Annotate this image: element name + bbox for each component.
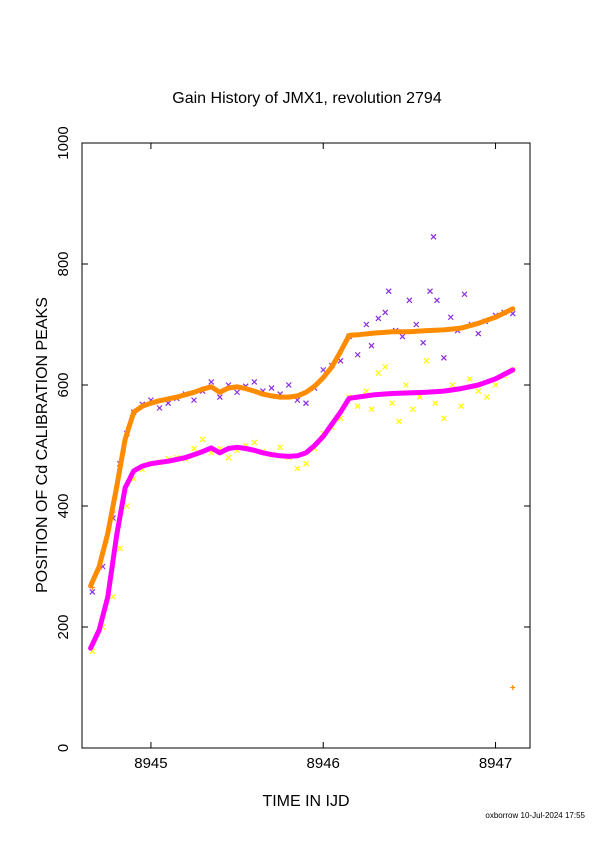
data-point bbox=[423, 357, 430, 364]
data-point bbox=[285, 382, 292, 388]
data-point bbox=[440, 415, 447, 422]
data-point bbox=[208, 379, 215, 385]
data-point bbox=[294, 465, 301, 472]
data-point bbox=[447, 314, 454, 321]
data-point bbox=[191, 397, 197, 404]
data-point bbox=[234, 389, 241, 396]
y-tick-label: 0 bbox=[55, 744, 72, 752]
data-point bbox=[251, 379, 258, 385]
data-point bbox=[268, 385, 275, 391]
footer-stamp: oxborrow 10-Jul-2024 17:55 bbox=[485, 811, 585, 820]
fit-curve bbox=[88, 306, 516, 589]
y-axis-label: POSITION OF Cd CALIBRATION PEAKS bbox=[34, 297, 51, 593]
data-point bbox=[110, 593, 116, 600]
data-point bbox=[399, 333, 406, 340]
data-point bbox=[156, 405, 163, 411]
data-point bbox=[363, 388, 370, 394]
data-point bbox=[354, 351, 361, 358]
data-point bbox=[277, 444, 284, 451]
data-point bbox=[483, 394, 490, 401]
data-point bbox=[430, 233, 437, 240]
data-point bbox=[389, 400, 396, 407]
data-point bbox=[510, 685, 516, 690]
axis-ticks: 0 200 400 600 800 1000 8945 8946 8947 bbox=[55, 126, 530, 772]
data-point bbox=[363, 321, 370, 328]
data-point bbox=[466, 376, 473, 382]
fit-curve bbox=[88, 367, 516, 651]
data-point bbox=[116, 545, 123, 552]
data-point bbox=[89, 588, 96, 595]
data-point bbox=[382, 363, 389, 370]
data-point bbox=[440, 354, 447, 361]
data-point bbox=[199, 436, 206, 443]
data-point bbox=[251, 439, 258, 446]
x-tick-label: 8947 bbox=[479, 755, 512, 772]
data-point bbox=[434, 297, 440, 304]
data-point bbox=[375, 369, 382, 376]
data-point bbox=[225, 454, 232, 461]
x-tick-label: 8945 bbox=[134, 755, 167, 772]
data-point bbox=[427, 288, 433, 295]
y-tick-label: 600 bbox=[55, 372, 72, 397]
data-point bbox=[123, 503, 130, 509]
plot-frame bbox=[81, 142, 531, 749]
data-point bbox=[396, 418, 402, 425]
data-point bbox=[375, 315, 382, 322]
data-point bbox=[320, 366, 327, 373]
data-point bbox=[475, 330, 482, 337]
x-axis-label: TIME IN IJD bbox=[262, 793, 349, 810]
data-point bbox=[461, 291, 468, 298]
data-point bbox=[303, 460, 309, 467]
y-tick-label: 1000 bbox=[55, 126, 72, 159]
chart-title: Gain History of JMX1, revolution 2794 bbox=[172, 90, 442, 107]
x-tick-label: 8946 bbox=[307, 755, 340, 772]
data-point bbox=[432, 400, 439, 407]
data-point bbox=[416, 394, 423, 401]
data-point bbox=[354, 403, 361, 410]
data-point bbox=[413, 321, 420, 328]
data-point bbox=[492, 382, 499, 388]
data-point bbox=[409, 406, 416, 413]
y-tick-label: 400 bbox=[55, 493, 72, 518]
data-point bbox=[449, 382, 456, 388]
y-tick-label: 200 bbox=[55, 614, 72, 639]
data-point bbox=[420, 339, 427, 346]
data-point bbox=[368, 406, 375, 413]
data-point bbox=[458, 403, 465, 410]
data-point bbox=[303, 400, 309, 407]
data-point bbox=[385, 288, 392, 295]
data-point bbox=[475, 388, 482, 394]
data-point bbox=[382, 309, 389, 316]
data-point bbox=[406, 297, 413, 304]
data-point bbox=[403, 382, 409, 388]
plot-marks bbox=[88, 233, 516, 690]
data-point bbox=[216, 394, 223, 401]
data-point bbox=[191, 445, 197, 452]
y-tick-label: 800 bbox=[55, 251, 72, 276]
data-point bbox=[368, 342, 375, 349]
